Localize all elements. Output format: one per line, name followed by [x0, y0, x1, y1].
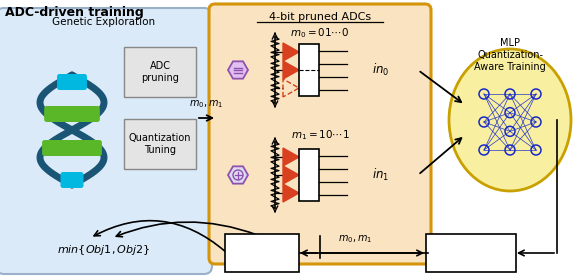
Text: $in_1$: $in_1$	[372, 167, 389, 183]
FancyBboxPatch shape	[42, 140, 102, 156]
Bar	[299, 44, 319, 96]
Text: ADC
Area: ADC Area	[251, 242, 274, 264]
FancyBboxPatch shape	[44, 106, 100, 122]
Polygon shape	[283, 148, 299, 166]
Text: $m_1=10\cdots1$: $m_1=10\cdots1$	[290, 128, 350, 142]
Text: $\mathit{m_0, m_1}$: $\mathit{m_0, m_1}$	[338, 233, 372, 245]
Text: 1-Accuracy: 1-Accuracy	[444, 248, 498, 258]
Polygon shape	[283, 166, 299, 184]
Ellipse shape	[449, 49, 571, 191]
Text: $m_0=01\cdots0$: $m_0=01\cdots0$	[290, 26, 350, 40]
FancyBboxPatch shape	[426, 234, 516, 272]
FancyBboxPatch shape	[124, 119, 196, 169]
FancyBboxPatch shape	[209, 4, 431, 264]
Polygon shape	[283, 61, 299, 79]
Polygon shape	[228, 61, 248, 79]
FancyBboxPatch shape	[60, 172, 84, 188]
FancyBboxPatch shape	[225, 234, 299, 272]
Text: 4-bit pruned ADCs: 4-bit pruned ADCs	[269, 12, 371, 22]
Text: ADC-driven training: ADC-driven training	[5, 6, 144, 19]
Text: Genetic Exploration: Genetic Exploration	[52, 17, 156, 27]
Polygon shape	[283, 184, 299, 202]
Text: $\mathit{min\{Obj1, Obj2\}}$: $\mathit{min\{Obj1, Obj2\}}$	[57, 243, 151, 257]
Text: ADC
pruning: ADC pruning	[141, 61, 179, 83]
Polygon shape	[228, 166, 248, 184]
Text: Quantization
Tuning: Quantization Tuning	[129, 133, 191, 155]
Text: $\mathit{m_0, m_1}$: $\mathit{m_0, m_1}$	[189, 98, 223, 110]
FancyBboxPatch shape	[0, 8, 212, 274]
FancyBboxPatch shape	[57, 74, 87, 90]
FancyBboxPatch shape	[124, 47, 196, 97]
Text: $in_0$: $in_0$	[372, 62, 389, 78]
Bar	[299, 149, 319, 201]
Text: MLP
Quantization-
Aware Training: MLP Quantization- Aware Training	[474, 38, 546, 72]
Polygon shape	[283, 43, 299, 61]
